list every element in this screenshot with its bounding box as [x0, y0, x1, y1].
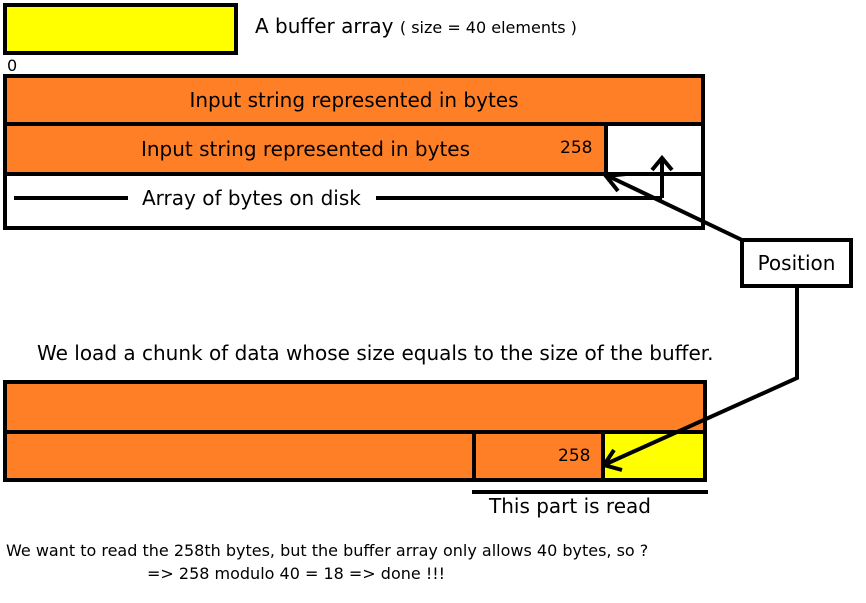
loaded-chunk-row-2-left	[3, 430, 476, 482]
loaded-chunk-row-1	[3, 380, 707, 434]
footer-line-2: => 258 modulo 40 = 18 => done !!!	[147, 564, 446, 583]
position-box: Position	[740, 238, 853, 288]
buffer-legend-swatch	[3, 3, 238, 55]
bottom-position-marker: 258	[558, 446, 591, 466]
row-2-position-marker: 258	[560, 138, 593, 158]
footer-line-1: We want to read the 258th bytes, but the…	[6, 541, 649, 560]
input-bytes-row-1-text: Input string represented in bytes	[189, 88, 519, 112]
loaded-chunk-row-2-middle	[472, 430, 605, 482]
load-chunk-caption: We load a chunk of data whose size equal…	[37, 341, 714, 365]
index-zero-label: 0	[7, 56, 18, 75]
input-bytes-row-2: Input string represented in bytes	[3, 122, 608, 176]
buffer-legend-size: ( size = 40 elements )	[399, 18, 577, 37]
position-box-label: Position	[757, 251, 836, 275]
disk-bytes-row	[3, 172, 705, 230]
buffer-legend-title: A buffer array	[255, 14, 394, 38]
input-bytes-row-2-text: Input string represented in bytes	[140, 137, 471, 161]
disk-bytes-row-text: Array of bytes on disk	[136, 186, 367, 210]
row-2-remaining-cell	[604, 122, 705, 176]
read-part-label: This part is read	[489, 494, 651, 518]
buffer-legend-label: A buffer array ( size = 40 elements )	[255, 14, 577, 38]
buffer-read-cell	[601, 430, 707, 482]
input-bytes-row-1: Input string represented in bytes	[3, 74, 705, 126]
